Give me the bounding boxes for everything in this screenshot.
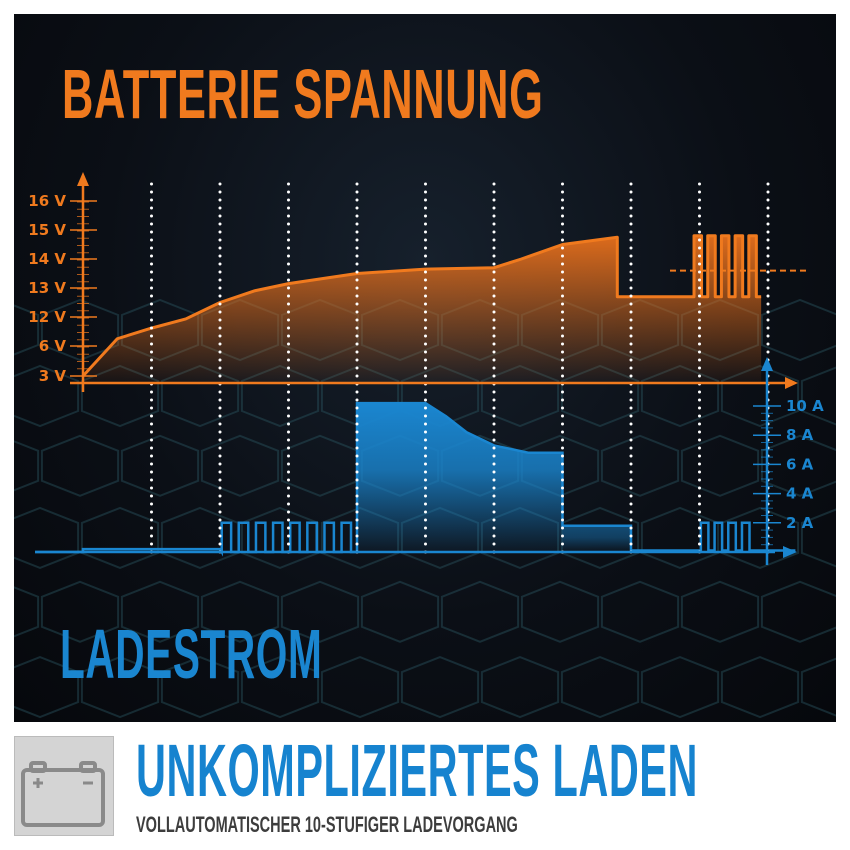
current-tick-label: 10 A — [786, 397, 824, 415]
current-tick-label: 6 A — [786, 455, 814, 473]
current-tick-label: 2 A — [786, 514, 814, 532]
hex-cell — [320, 656, 400, 719]
hex-cell — [600, 434, 680, 497]
hex-cell — [680, 434, 760, 497]
hex-cell — [40, 298, 120, 362]
hex-cell — [14, 440, 40, 492]
voltage-x-axis-arrow — [785, 377, 798, 389]
hex-cell — [400, 656, 480, 719]
hex-cell — [14, 364, 80, 428]
hex-cell — [720, 656, 800, 719]
hex-cell — [800, 366, 836, 426]
footer-subheading: VOLLAUTOMATISCHER 10-STUFIGER LADEVORGAN… — [136, 812, 518, 837]
hex-cell — [14, 304, 40, 356]
voltage-tick-label: 15 V — [28, 221, 66, 239]
hex-cell — [80, 656, 160, 719]
hex-cell — [800, 657, 836, 717]
hex-cell — [80, 506, 160, 570]
hex-cell — [480, 656, 560, 719]
hex-cell — [200, 434, 280, 497]
hex-cell — [600, 580, 680, 643]
current-tick-label: 8 A — [786, 426, 814, 444]
charging-chart: 3 V 6 V 12 V 13 V 14 V 15 V 16 V 2 A 4 A 6 A 8 A 10… — [14, 172, 836, 719]
hex-cell — [760, 298, 836, 362]
voltage-area — [83, 235, 762, 383]
current-x-axis-arrow — [783, 546, 797, 558]
current-title: LADESTROM — [60, 615, 323, 693]
hex-cell — [40, 580, 120, 643]
hex-cell — [280, 434, 360, 497]
hex-cell — [440, 580, 520, 643]
hex-cell — [520, 580, 600, 643]
voltage-tick-label: 6 V — [39, 337, 67, 355]
hex-cell — [120, 434, 200, 497]
footer-heading: UNKOMPLIZIERTES LADEN — [136, 729, 698, 812]
current-y-axis-arrow — [761, 357, 773, 371]
car-battery-icon — [14, 736, 114, 836]
hex-cell — [14, 506, 80, 570]
hex-cell — [160, 656, 240, 719]
voltage-tick-label: 13 V — [28, 279, 66, 297]
hex-cell — [760, 434, 836, 497]
current-area-absorption — [562, 525, 631, 552]
hex-cell — [760, 580, 836, 643]
voltage-title: BATTERIE SPANNUNG — [62, 55, 544, 133]
current-area-main — [357, 403, 563, 552]
voltage-tick-label: 12 V — [28, 308, 66, 326]
hex-cell — [560, 656, 640, 719]
hex-cell — [640, 506, 720, 570]
voltage-y-axis-arrow — [77, 172, 89, 186]
hex-cell — [680, 580, 760, 643]
hex-cell — [120, 580, 200, 643]
hex-cell — [360, 580, 440, 643]
voltage-tick-label: 14 V — [28, 250, 66, 268]
voltage-line — [81, 234, 762, 378]
hex-cell — [280, 580, 360, 643]
hex-cell — [200, 580, 280, 643]
chart-panel: 3 V 6 V 12 V 13 V 14 V 15 V 16 V 2 A 4 A 6 A 8 A 10… — [14, 14, 836, 722]
voltage-tick-label: 16 V — [28, 192, 66, 210]
hex-cell — [14, 656, 80, 719]
hex-cell — [800, 508, 836, 568]
hex-cell — [160, 506, 240, 570]
current-line — [35, 401, 796, 557]
current-tick-label: 4 A — [786, 485, 814, 503]
hex-cell — [640, 656, 720, 719]
hex-cell — [40, 434, 120, 497]
hex-cell — [14, 586, 40, 638]
voltage-tick-label: 3 V — [39, 367, 67, 385]
hex-cell — [240, 656, 320, 719]
